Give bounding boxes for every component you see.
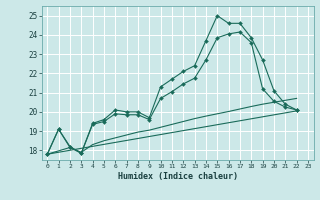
X-axis label: Humidex (Indice chaleur): Humidex (Indice chaleur) [118, 172, 237, 181]
